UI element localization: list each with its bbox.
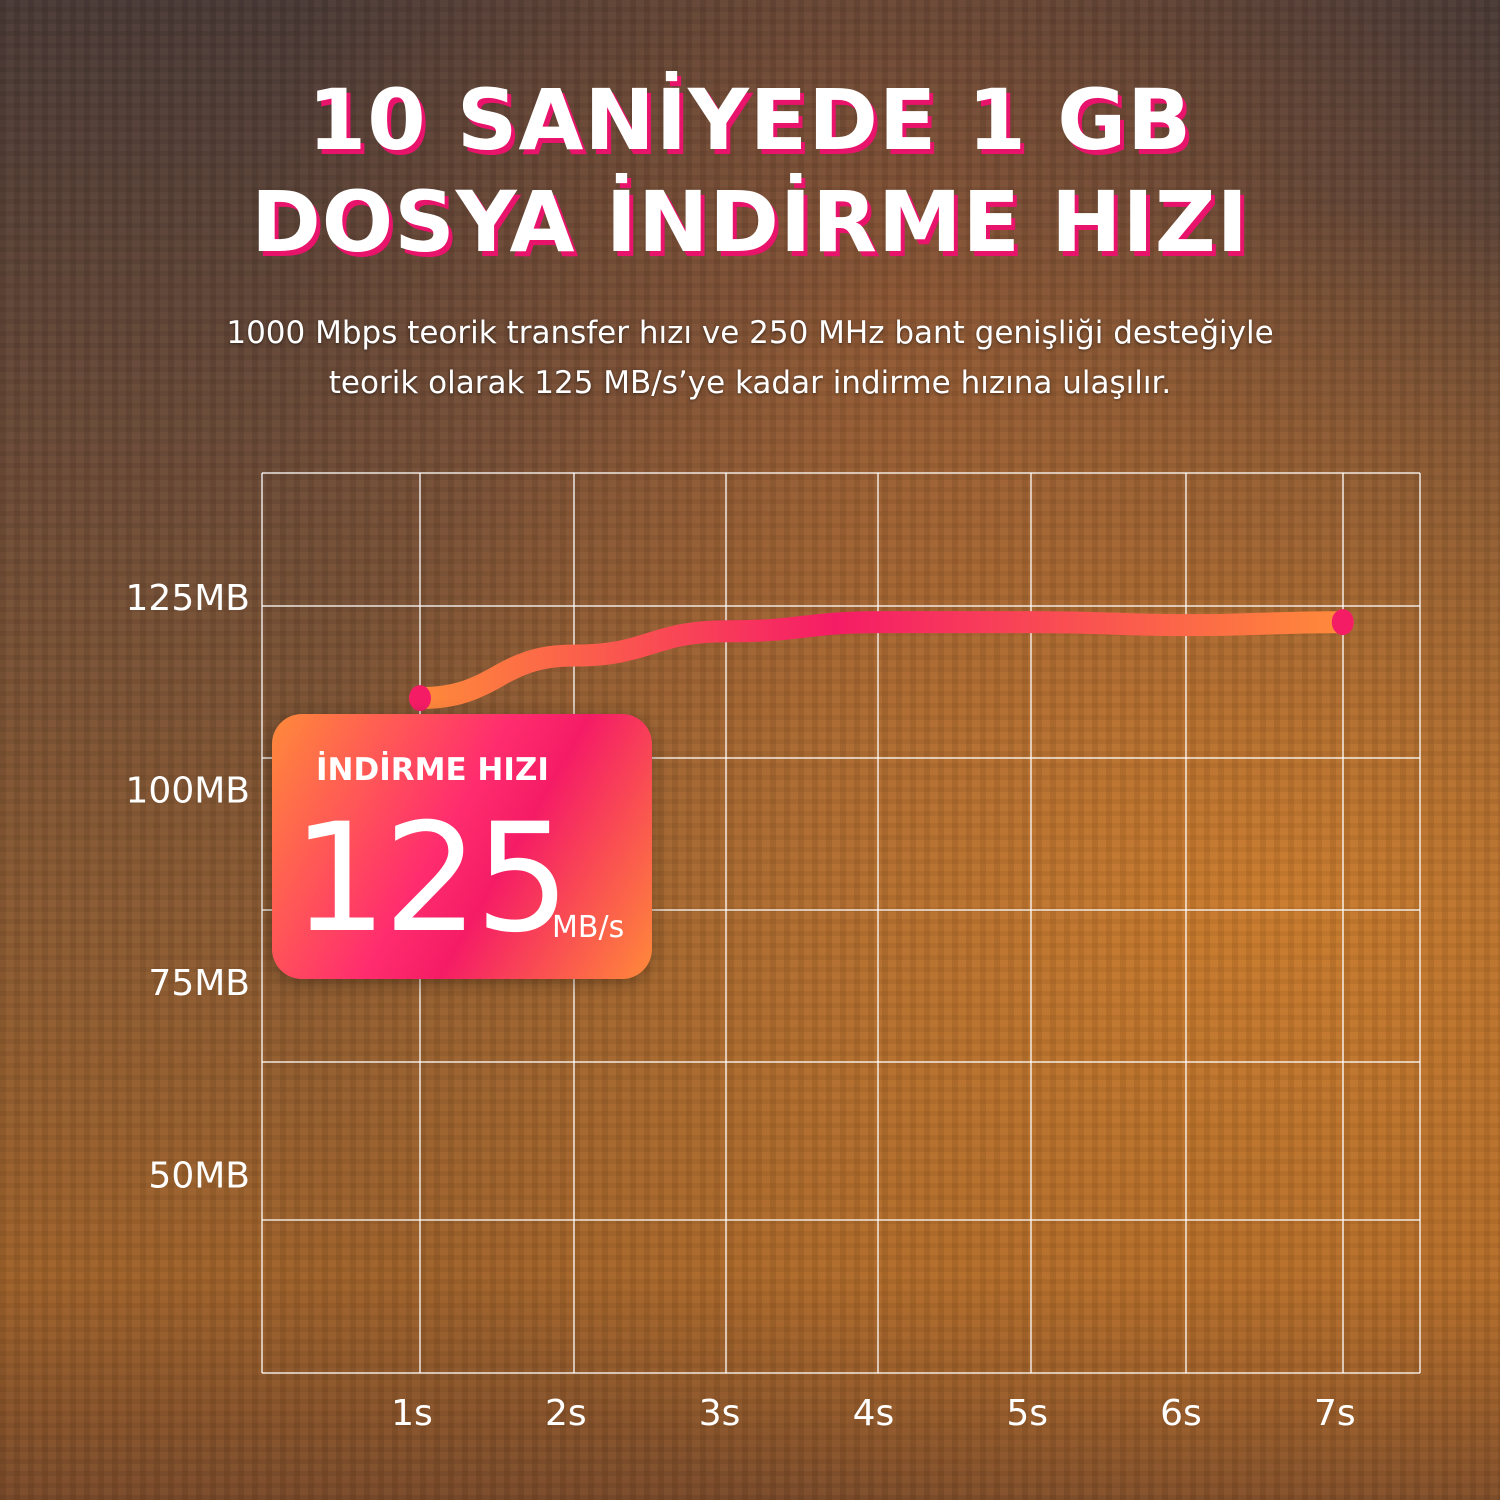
callout-label: İNDİRME HIZI [316,752,549,788]
data-point [1331,609,1354,636]
x-tick-label: 6s [1160,1393,1202,1434]
headline-line2: DOSYA İNDİRME HIZI [251,173,1249,271]
subtitle: 1000 Mbps teorik transfer hızı ve 250 MH… [0,308,1500,408]
data-point [409,685,431,712]
x-tick-label: 5s [1006,1393,1048,1434]
x-tick-label: 7s [1314,1393,1356,1434]
y-tick-label: 100MB [126,771,250,812]
callout-value: 125 [292,792,570,966]
callout-unit: MB/s [552,910,625,945]
speed-callout: İNDİRME HIZI 125 MB/s [272,714,652,979]
subtitle-line1: 1000 Mbps teorik transfer hızı ve 250 MH… [226,315,1274,351]
headline-line1: 10 SANİYEDE 1 GB [307,71,1193,169]
series-line [409,611,1354,710]
y-tick-label: 75MB [148,963,250,1004]
x-tick-label: 1s [391,1393,433,1434]
y-tick-label: 125MB [126,578,250,619]
x-tick-label: 2s [545,1393,587,1434]
subtitle-line2: teorik olarak 125 MB/s’ye kadar indirme … [328,365,1172,401]
x-tick-label: 4s [853,1393,895,1434]
y-tick-label: 50MB [148,1156,250,1197]
x-tick-label: 3s [699,1393,741,1434]
